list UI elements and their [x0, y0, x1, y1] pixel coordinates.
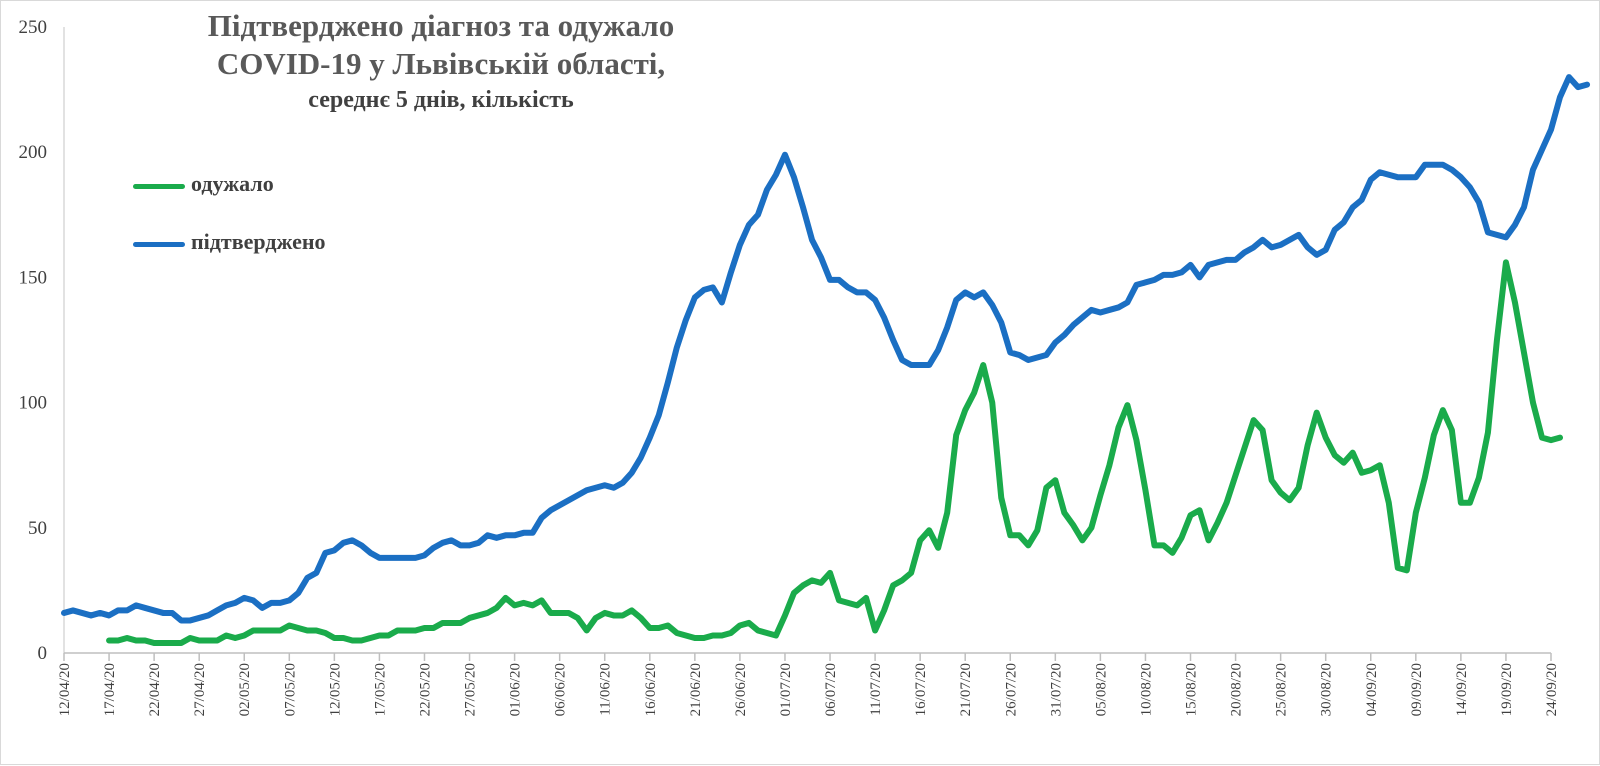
x-tick-label: 22/05/20: [417, 663, 433, 716]
y-tick-label: 200: [19, 142, 48, 163]
x-tick-label: 27/04/20: [192, 663, 208, 716]
y-tick-label: 100: [19, 393, 48, 414]
x-tick-label: 06/07/20: [823, 663, 839, 716]
chart-title: Підтверджено діагноз та одужало COVID-19…: [166, 7, 716, 117]
x-tick-label: 31/07/20: [1048, 663, 1064, 716]
x-tick-label: 22/04/20: [147, 663, 163, 716]
x-tick-label: 21/07/20: [958, 663, 974, 716]
y-tick-labels: 0 50 100 150 200 250: [19, 17, 48, 664]
x-tick-label: 19/09/20: [1499, 663, 1515, 716]
x-tick-labels: 12/04/20 17/04/20 22/04/20 27/04/20 02/05/20…: [57, 663, 1560, 716]
x-tick-label: 06/06/20: [553, 663, 569, 716]
x-tick-label: 26/07/20: [1003, 663, 1019, 716]
x-tick-label: 17/05/20: [372, 663, 388, 716]
x-tick-label: 01/07/20: [778, 663, 794, 716]
x-tick-label: 30/08/20: [1319, 663, 1335, 716]
legend-label-recovered: одужало: [191, 171, 274, 196]
x-tick-label: 16/06/20: [643, 663, 659, 716]
legend-swatch-confirmed: [133, 242, 185, 247]
legend-swatch-recovered: [133, 184, 185, 189]
y-tick-label: 150: [19, 267, 48, 288]
chart-subtitle: середнє 5 днів, кількість: [308, 87, 574, 113]
x-tick-label: 27/05/20: [463, 663, 479, 716]
x-tick-label: 12/04/20: [57, 663, 73, 716]
x-tick-label: 14/09/20: [1454, 663, 1470, 716]
axes: [63, 27, 1552, 661]
x-tick-label: 09/09/20: [1409, 663, 1425, 716]
chart-title-line2: COVID-19 у Львівській області,: [216, 46, 666, 81]
x-tick-label: 12/05/20: [327, 663, 343, 716]
y-tick-label: 0: [38, 643, 48, 664]
x-tick-label: 16/07/20: [913, 663, 929, 716]
x-tick-label: 21/06/20: [688, 663, 704, 716]
x-tick-label: 04/09/20: [1364, 663, 1380, 716]
x-tick-label: 24/09/20: [1544, 663, 1560, 716]
x-tick-label: 07/05/20: [282, 663, 298, 716]
series-lines: [61, 74, 1591, 646]
x-tick-label: 10/08/20: [1138, 663, 1154, 716]
x-tick-label: 11/06/20: [598, 663, 614, 716]
x-tick-label: 11/07/20: [868, 663, 884, 716]
x-tick-label: 26/06/20: [733, 663, 749, 716]
y-tick-label: 250: [19, 17, 48, 38]
x-tick-label: 01/06/20: [508, 663, 524, 716]
x-tick-label: 25/08/20: [1274, 663, 1290, 716]
x-tick-label: 02/05/20: [237, 663, 253, 716]
x-tick-label: 17/04/20: [102, 663, 118, 716]
legend-label-confirmed: підтверджено: [191, 229, 326, 254]
chart-title-line1: Підтверджено діагноз та одужало: [207, 8, 675, 43]
series-line-confirmed: [61, 74, 1591, 624]
x-tick-label: 20/08/20: [1229, 663, 1245, 716]
legend-item-confirmed: підтверджено: [133, 229, 393, 259]
legend-item-recovered: одужало: [133, 171, 393, 201]
y-tick-label: 50: [28, 518, 47, 539]
x-tick-label: 15/08/20: [1184, 663, 1200, 716]
x-tick-label: 05/08/20: [1093, 663, 1109, 716]
series-line-recovered: [106, 259, 1564, 646]
